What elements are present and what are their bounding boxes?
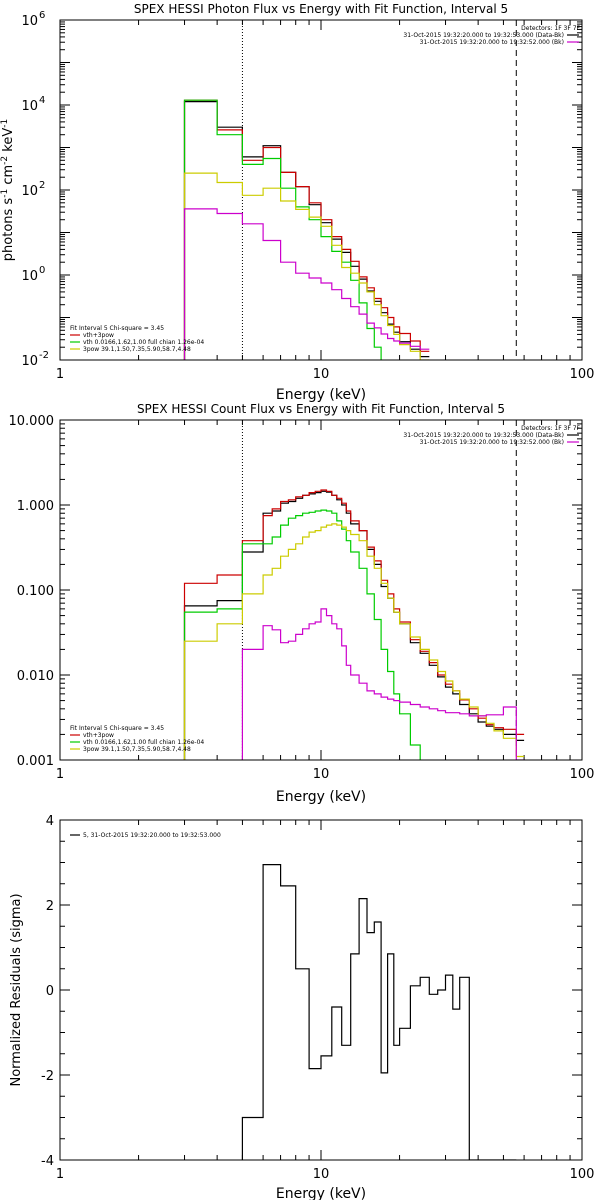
series-line-4	[241, 608, 525, 760]
legend-title: Fit Interval 5 Chi-square = 3.45	[70, 725, 164, 732]
y-tick-label: 0	[46, 984, 54, 999]
y-axis-label: photons s-1 cm-2 keV-1	[0, 119, 16, 261]
axes	[59, 19, 582, 361]
y-tick-label: 0.100	[17, 584, 54, 599]
y-axis-label-part: -2	[0, 156, 10, 165]
y-tick-label: 10	[21, 184, 38, 199]
x-tick-label: 10	[313, 1167, 330, 1182]
series-line-2	[183, 509, 421, 760]
y-axis-label-part: Normalized Residuals (sigma)	[9, 893, 24, 1086]
y-tick-label: 10	[21, 14, 38, 29]
y-axis-label-part: photons s	[1, 198, 16, 262]
legend-entry: vth 0.0166,1.62,1.00 full chian 1.26e-04	[83, 739, 204, 746]
chart-title: SPEX HESSI Count Flux vs Energy with Fit…	[137, 402, 505, 416]
series-line-0	[183, 490, 525, 760]
y-axis-label-part: keV	[1, 128, 16, 156]
y-tick-label: 1.000	[17, 499, 54, 514]
x-tick-label: 100	[570, 767, 595, 782]
plot-area	[183, 489, 525, 760]
legend-entry: 3pow 39.1,1.50,7.35,5.90,58.7,4.48	[83, 346, 191, 353]
legend-entry: 31-Oct-2015 19:32:20.000 to 19:32:52.000…	[420, 39, 564, 46]
legend-title: Detectors: 1F 3F 7F	[521, 25, 580, 32]
x-tick-label: 10	[313, 767, 330, 782]
y-tick-label: 10	[21, 269, 38, 284]
y-tick-exponent: 6	[39, 10, 45, 21]
y-axis-label-part: -1	[0, 119, 10, 128]
y-tick-label: 0.001	[17, 754, 54, 769]
legend-title: Fit Interval 5 Chi-square = 3.45	[70, 325, 164, 332]
x-tick-label: 10	[313, 367, 330, 382]
residuals-panel: Energy (keV) Normalized Residuals (sigma)…	[9, 814, 594, 1200]
count-flux-panel: SPEX HESSI Count Flux vs Energy with Fit…	[9, 402, 595, 805]
x-tick-label: 1	[56, 1167, 64, 1182]
legend-legend_bl: Fit Interval 5 Chi-square = 3.45vth+3pow…	[70, 725, 204, 753]
y-tick-base: 10	[21, 99, 38, 114]
x-tick-label: 100	[570, 1167, 595, 1182]
series-line-1	[183, 489, 525, 760]
x-axis-label: Energy (keV)	[276, 789, 366, 805]
y-tick-label: 10	[21, 354, 38, 369]
y-tick-base: 10	[21, 269, 38, 284]
legend-title: Detectors: 1F 3F 7F	[521, 425, 580, 432]
y-tick-base: 10	[21, 354, 38, 369]
x-axis-label: Energy (keV)	[276, 1186, 366, 1200]
series-line-2	[183, 99, 382, 360]
x-axis-label: Energy (keV)	[276, 387, 366, 403]
legend-entry: 31-Oct-2015 19:32:20.000 to 19:32:52.000…	[420, 439, 564, 446]
series-line-4	[183, 208, 430, 360]
y-tick-label: 10.000	[9, 414, 55, 429]
plot-area	[183, 99, 430, 360]
chart-title: SPEX HESSI Photon Flux vs Energy with Fi…	[134, 2, 508, 16]
x-tick-label: 1	[56, 767, 64, 782]
y-axis-label-part: -1	[0, 189, 10, 198]
legend-entry: vth+3pow	[83, 332, 114, 339]
y-tick-exponent: 0	[39, 265, 45, 276]
plot-area	[241, 864, 517, 1160]
y-tick-label: 2	[46, 899, 54, 914]
legend-entry: vth 0.0166,1.62,1.00 full chian 1.26e-04	[83, 339, 204, 346]
y-tick-base: 10	[21, 184, 38, 199]
legend-entry: 5, 31-Oct-2015 19:32:20.000 to 19:32:53.…	[83, 832, 221, 839]
y-tick-base: 10	[21, 14, 38, 29]
legend-legend_bl: Fit Interval 5 Chi-square = 3.45vth+3pow…	[70, 325, 204, 353]
legend-legend_tl: 5, 31-Oct-2015 19:32:20.000 to 19:32:53.…	[70, 832, 221, 839]
y-tick-label: 0.010	[17, 669, 54, 684]
y-tick-exponent: 2	[39, 180, 45, 191]
y-tick-label: 10	[21, 99, 38, 114]
x-tick-label: 1	[56, 367, 64, 382]
y-axis-label: Normalized Residuals (sigma)	[9, 893, 24, 1086]
y-tick-label: -4	[41, 1154, 54, 1169]
plot-frame	[59, 19, 583, 361]
plot-frame	[59, 819, 583, 1161]
series-line-1	[183, 99, 430, 360]
x-tick-label: 100	[570, 367, 595, 382]
legend-entry: vth+3pow	[83, 732, 114, 739]
y-axis-label-part: cm	[1, 165, 16, 189]
legend-entry: 3pow 39.1,1.50,7.35,5.90,58.7,4.48	[83, 746, 191, 753]
photon-flux-panel: SPEX HESSI Photon Flux vs Energy with Fi…	[0, 2, 595, 403]
series-line-3	[183, 523, 525, 760]
axes	[59, 819, 582, 1161]
legend-entry: 31-Oct-2015 19:32:20.000 to 19:32:53.000…	[403, 32, 564, 39]
series-line-0	[183, 101, 430, 360]
series-line-0	[241, 864, 517, 1160]
y-tick-label: 4	[46, 814, 54, 829]
y-tick-exponent: -2	[39, 350, 49, 361]
legend-entry: 31-Oct-2015 19:32:20.000 to 19:32:53.000…	[403, 432, 564, 439]
plot-frame	[59, 419, 583, 761]
y-tick-label: -2	[41, 1069, 54, 1084]
y-tick-exponent: 4	[39, 95, 45, 106]
series-line-3	[183, 172, 430, 360]
